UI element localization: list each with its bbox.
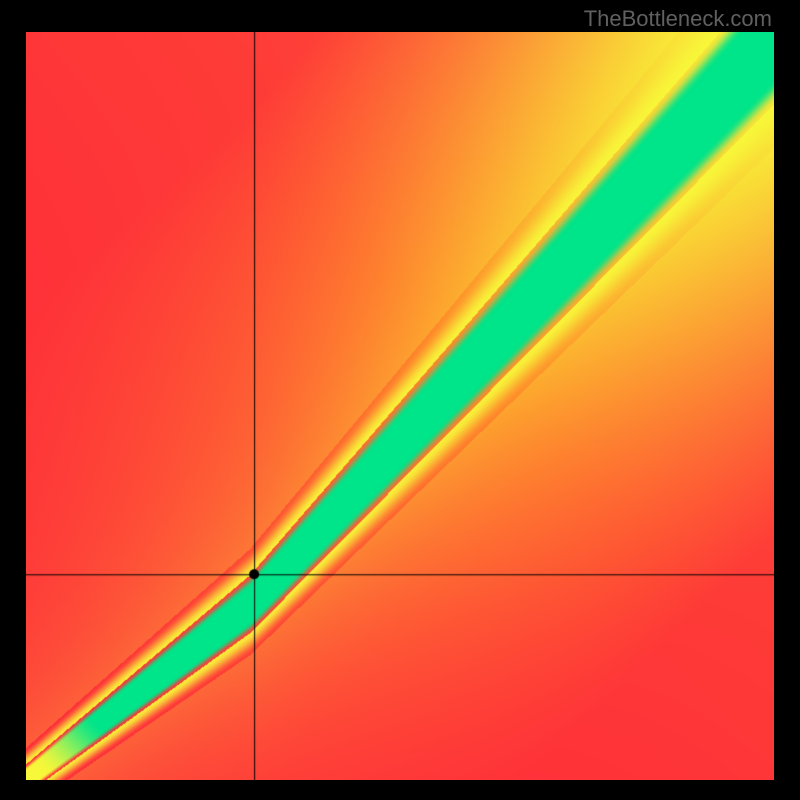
bottleneck-heatmap [26, 32, 774, 780]
chart-container: TheBottleneck.com [0, 0, 800, 800]
watermark-text: TheBottleneck.com [584, 6, 772, 32]
